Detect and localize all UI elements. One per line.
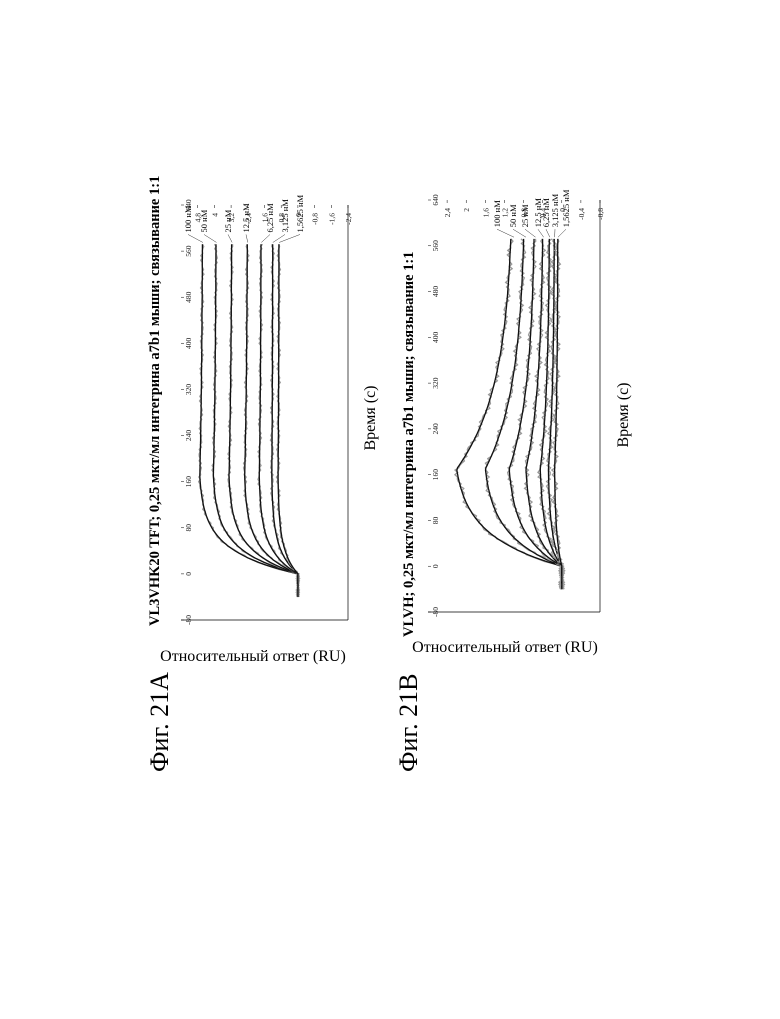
- chart-1-series-leader: [538, 229, 544, 237]
- chart-1-series-label: 1,5625 нМ: [561, 189, 571, 227]
- figure-21a: Фиг. 21А VL3VHK20 TFT; 0,25 мкт/мл интег…: [145, 176, 379, 772]
- chart-1-response-tick-label: 2,4: [443, 208, 452, 218]
- figure-21b: Фиг. 21В VLVH; 0,25 мкт/мл интегрина а7b…: [394, 189, 632, 772]
- chart-1-response-tick-label: -0,8: [596, 208, 605, 220]
- chart-a-plot: -80080160240320400480560640-2,4-1,6-0,80…: [181, 194, 353, 625]
- chart-0-series-fit: [245, 244, 298, 597]
- chart-1-series-leader: [497, 229, 514, 237]
- chart-0-series-leader: [204, 234, 216, 242]
- chart-1-time-tick-label: 640: [431, 194, 440, 206]
- chart-0-response-tick-label: -0,8: [311, 213, 320, 225]
- chart-0-series-fit: [278, 244, 298, 597]
- chart-0-series-label: 50 нМ: [199, 209, 209, 232]
- chart-1-time-tick-label: 400: [431, 331, 440, 343]
- chart-1-time-tick-label: 320: [431, 377, 440, 389]
- chart-0-time-tick-label: 320: [184, 384, 193, 396]
- fig-21b-label: Фиг. 21В: [394, 673, 423, 772]
- chart-0-series-label: 100 нМ: [183, 205, 193, 232]
- chart-b-ylabel: Относительный ответ (RU): [412, 639, 598, 656]
- chart-1-time-tick-label: 0: [431, 564, 440, 568]
- chart-1-series-leader: [525, 229, 536, 237]
- chart-1-response-tick-label: 2: [462, 208, 471, 212]
- chart-0-series-leader: [273, 234, 285, 242]
- chart-0-series-leader: [279, 234, 300, 242]
- chart-0-time-tick-label: 480: [184, 291, 193, 303]
- chart-0-time-tick-label: 160: [184, 476, 193, 488]
- chart-1-time-tick-label: 480: [431, 286, 440, 298]
- chart-b-title: VLVH; 0,25 мкт/мл интегрина а7b1 мыши; с…: [401, 252, 417, 637]
- chart-0-time-tick-label: 80: [184, 524, 193, 532]
- chart-b-plot: -80080160240320400480560640-0,8-0,400,40…: [428, 189, 605, 617]
- chart-0-series-label: 1,5625 нМ: [295, 194, 305, 232]
- chart-b-xlabel: Время (с): [615, 382, 632, 447]
- chart-0-series-raw: [277, 244, 300, 597]
- chart-1-time-tick-label: 160: [431, 469, 440, 481]
- chart-1-series-label: 100 нМ: [492, 200, 502, 227]
- chart-1-series-leader: [513, 229, 526, 237]
- chart-1-response-tick-label: -0,4: [577, 208, 586, 220]
- chart-1-time-tick-label: 240: [431, 423, 440, 435]
- chart-1-response-tick-label: 1,6: [481, 208, 490, 218]
- chart-a-xlabel: Время (с): [362, 385, 379, 450]
- chart-0-series-label: 3,125 нМ: [280, 199, 290, 233]
- chart-0-series-fit: [229, 244, 298, 597]
- chart-0-time-tick-label: 240: [184, 430, 193, 442]
- chart-0-series-label: 12,5 нМ: [241, 203, 251, 233]
- chart-a-ylabel-rot: Относительный ответ (RU): [160, 648, 346, 665]
- chart-1-series-label: 3,125 нМ: [550, 193, 560, 227]
- chart-0-series-leader: [246, 234, 248, 242]
- chart-0-series-leader: [228, 234, 232, 242]
- chart-1-series-leader: [558, 229, 566, 237]
- chart-0-time-tick-label: 560: [184, 245, 193, 257]
- chart-0-series-raw: [228, 244, 299, 597]
- chart-1-time-tick-label: 560: [431, 240, 440, 252]
- chart-1-series-label: 25 нМ: [520, 204, 530, 227]
- chart-1-time-tick-label: -80: [431, 607, 440, 617]
- fig-21a-label: Фиг. 21А: [145, 672, 174, 772]
- chart-0-response-tick-label: -2,4: [344, 213, 353, 225]
- chart-0-response-tick-label: -1,6: [327, 213, 336, 225]
- chart-0-series-leader: [188, 234, 203, 242]
- chart-1-series-leader: [546, 229, 550, 237]
- chart-1-time-tick-label: 80: [431, 516, 440, 524]
- chart-0-series-label: 25 нМ: [223, 209, 233, 232]
- chart-0-time-tick-label: 400: [184, 337, 193, 349]
- chart-0-series-raw: [244, 244, 300, 597]
- chart-0-time-tick-label: -80: [184, 615, 193, 625]
- chart-1-series-label: 50 нМ: [508, 204, 518, 227]
- chart-0-response-tick-label: 4: [210, 213, 219, 217]
- chart-0-series-label: 6,25 нМ: [265, 203, 275, 233]
- chart-0-series-leader: [261, 234, 270, 242]
- chart-0-time-tick-label: 0: [184, 572, 193, 576]
- chart-a-title: VL3VHK20 TFT; 0,25 мкт/мл интегрина а7b1…: [147, 176, 163, 626]
